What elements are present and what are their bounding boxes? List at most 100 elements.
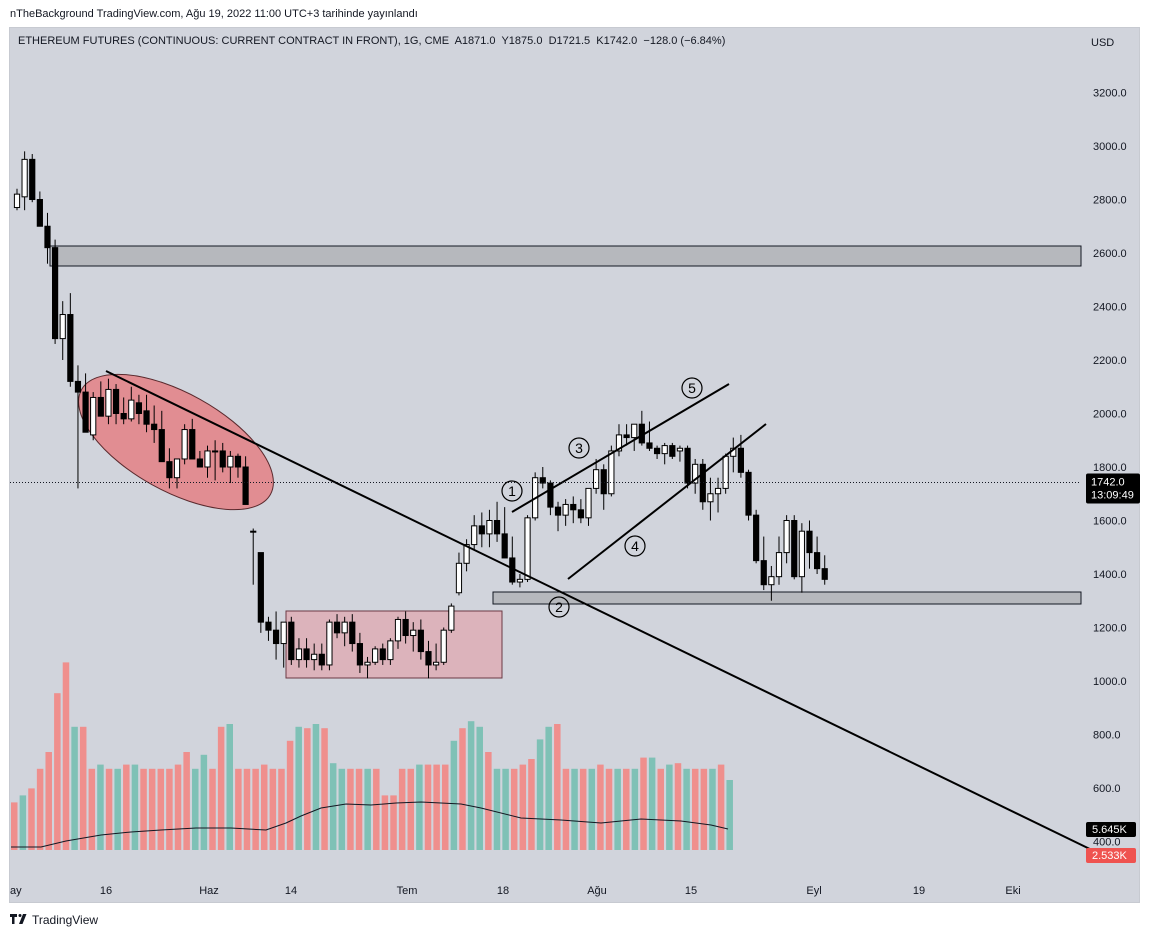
volume-bar — [666, 764, 673, 850]
volume-bar — [588, 768, 596, 850]
currency-label: USD — [1091, 37, 1114, 49]
volume-bar — [398, 768, 406, 850]
volume-bar — [683, 768, 690, 850]
candle-up — [59, 314, 66, 340]
legend-open: A1871.0 — [454, 35, 496, 47]
candle-down — [493, 520, 501, 535]
time-label: Ağu — [587, 885, 607, 897]
candle-down — [684, 447, 691, 484]
candle-up — [722, 455, 729, 489]
volume-bar — [424, 764, 432, 850]
candle-down — [814, 552, 821, 570]
candle-down — [623, 434, 630, 439]
price-tick: 400.0 — [1093, 837, 1121, 849]
volume-bar — [123, 764, 130, 850]
volume-bar — [79, 726, 87, 850]
volume-bar — [364, 768, 371, 850]
volume-bar — [97, 764, 104, 850]
candle-up — [433, 661, 440, 666]
wave-label-4: 4 — [631, 538, 639, 554]
volume-bar — [571, 768, 578, 850]
time-label: 15 — [685, 885, 697, 897]
candle-down — [349, 621, 356, 645]
candle-down — [745, 471, 752, 516]
wave-label-1: 1 — [508, 483, 516, 499]
published-line: nTheBackground TradingView.com, Ağu 19, … — [10, 8, 418, 20]
candle-down — [318, 653, 325, 666]
volume-bar — [54, 693, 61, 850]
wave-label-circle — [568, 437, 590, 459]
wave-label-circle — [624, 535, 646, 557]
time-label: 16 — [100, 885, 112, 897]
price-tick: 3000.0 — [1093, 141, 1127, 153]
candle-up — [707, 493, 714, 503]
volume-bar — [329, 763, 337, 850]
candle-down — [600, 469, 607, 495]
volume-bar — [502, 768, 509, 850]
volume-bar — [614, 768, 621, 850]
candle-down — [791, 520, 798, 578]
volume-bar — [536, 739, 544, 850]
candle-down — [36, 199, 43, 227]
candle-down — [158, 429, 165, 463]
candle-up — [341, 621, 348, 634]
candle-down — [806, 530, 813, 554]
candle-down — [669, 445, 676, 457]
volume-bar — [485, 752, 492, 850]
candle-up — [204, 450, 211, 468]
volume-bar — [269, 768, 277, 850]
candle-down — [143, 410, 150, 425]
volume-bar — [347, 768, 354, 850]
candle-up — [128, 399, 135, 420]
candle-up — [463, 544, 470, 564]
candle-down — [74, 380, 82, 393]
volume-bar — [562, 768, 570, 850]
price-tick: 3200.0 — [1093, 88, 1127, 100]
candle-up — [714, 487, 722, 495]
price-tick: 600.0 — [1093, 783, 1121, 795]
candle-up — [173, 458, 181, 479]
candle-up — [516, 578, 524, 583]
resistance-zone — [49, 245, 1082, 267]
candle-up — [250, 530, 257, 533]
last-price-value: 1742.0 — [1091, 477, 1125, 489]
volume-bar — [295, 726, 302, 850]
channel-lower-line — [567, 423, 767, 580]
legend-low: D1721.5 — [548, 35, 591, 47]
tradingview-brand[interactable]: TradingView — [10, 913, 98, 927]
volume-layer — [11, 662, 733, 850]
wave-label-circle — [501, 480, 523, 502]
price-tick: 2000.0 — [1093, 409, 1127, 421]
price-tick: 2600.0 — [1093, 248, 1127, 260]
chart-area[interactable]: 1 2 3 4 5 USD 3200.0 3000.0 2800.0 2600.0 2400.0 2… — [9, 27, 1140, 903]
volume-bar — [579, 768, 587, 850]
candle-up — [692, 463, 699, 484]
volume-bar — [131, 764, 139, 850]
volume-bar — [19, 795, 27, 850]
time-label: ay — [10, 885, 22, 897]
volume-bar — [209, 768, 216, 850]
candle-up — [615, 434, 623, 452]
candle-up — [631, 423, 638, 439]
candle-down — [272, 629, 280, 645]
volume-bar — [28, 788, 35, 850]
volume-bar — [407, 768, 415, 850]
wave-label-3: 3 — [575, 440, 583, 456]
volume-ma-value: 2.533K — [1092, 850, 1128, 862]
candle-up — [21, 158, 28, 198]
candle-up — [394, 618, 402, 642]
candle-up — [783, 520, 790, 554]
last-price-tag — [1086, 473, 1140, 504]
volume-bar — [114, 768, 121, 850]
tradingview-logo-icon — [10, 914, 27, 924]
volume-bar — [467, 721, 475, 850]
time-label: 14 — [285, 885, 297, 897]
candle-down — [135, 402, 143, 414]
volume-bar — [243, 768, 251, 850]
candle-up — [608, 450, 615, 495]
candle-down — [570, 503, 577, 511]
candle-down — [120, 413, 127, 420]
candlestick-chart[interactable]: 1 2 3 4 5 USD 3200.0 3000.0 2800.0 2600.0 2400.0 2… — [10, 28, 1141, 904]
volume-bar — [183, 752, 190, 850]
candle-up — [798, 530, 805, 578]
